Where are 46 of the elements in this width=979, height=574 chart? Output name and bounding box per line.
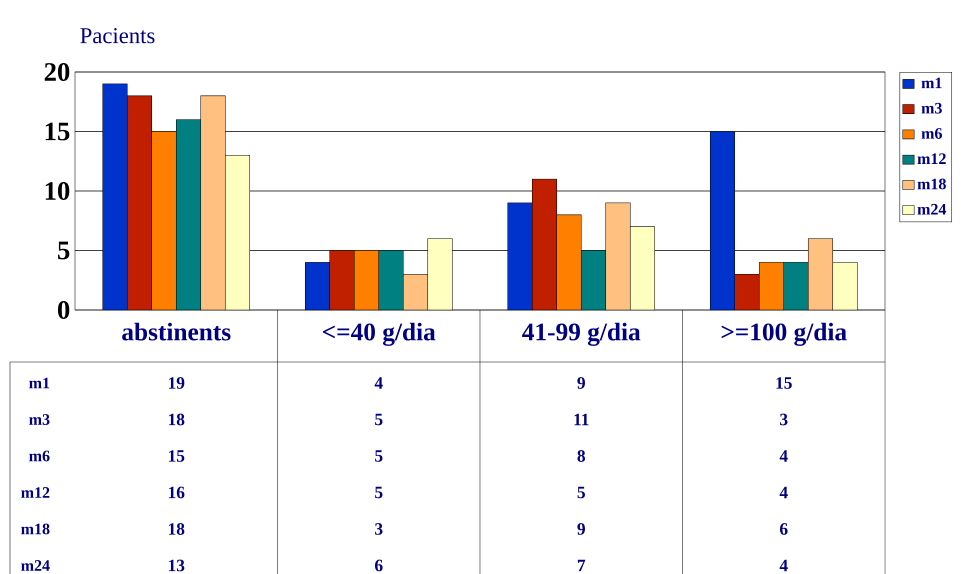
data-label: 11 [574, 414, 589, 426]
data-label: 4 [780, 486, 788, 498]
legend-label: m18 [918, 178, 946, 190]
data-label: 8 [578, 450, 586, 462]
y-tick-label: 5 [58, 242, 70, 260]
data-label: 13 [168, 560, 184, 572]
data-label: 4 [780, 450, 788, 462]
data-label: 3 [375, 523, 382, 535]
text: m3 [29, 414, 50, 425]
data-label: 6 [780, 523, 788, 535]
y-tick-label: 0 [58, 301, 70, 319]
data-label: 5 [375, 486, 382, 498]
text: m12 [21, 487, 50, 498]
data-label: 5 [578, 486, 585, 498]
data-label: 16 [168, 486, 184, 498]
data-label: 4 [780, 560, 788, 572]
y-tick-label: 10 [46, 182, 70, 200]
y-tick-label: 15 [46, 122, 70, 140]
legend-label: m6 [922, 128, 942, 139]
x-tick-label: abstinents [122, 322, 231, 341]
legend-label: m24 [918, 204, 946, 215]
legend-label: m12 [918, 153, 946, 164]
text: m6 [29, 450, 50, 462]
text: m24 [21, 560, 50, 571]
text: m18 [21, 524, 50, 534]
data-label: 19 [168, 377, 184, 389]
data-label: 4 [374, 377, 383, 389]
y-axis-title: Pacients [80, 28, 154, 44]
data-label: 18 [168, 523, 184, 535]
x-tick-label: <=40 g/dia [322, 322, 436, 346]
data-label: 15 [168, 450, 184, 462]
data-label: 5 [375, 450, 382, 462]
data-label: 6 [375, 560, 383, 572]
data-label: 9 [577, 523, 585, 535]
data-label: 9 [577, 377, 585, 389]
text: m1 [29, 378, 50, 388]
data-label: 7 [578, 560, 586, 572]
legend-label: m1 [922, 78, 942, 88]
y-tick-label: 20 [44, 63, 70, 81]
legend-label: m3 [922, 102, 942, 114]
x-tick-label: >=100 g/dia [722, 322, 847, 346]
data-label: 5 [375, 414, 382, 426]
data-label: 3 [780, 414, 788, 426]
data-label: 18 [168, 414, 184, 426]
data-label: 15 [776, 377, 792, 389]
x-tick-label: 41-99 g/dia [522, 322, 640, 346]
